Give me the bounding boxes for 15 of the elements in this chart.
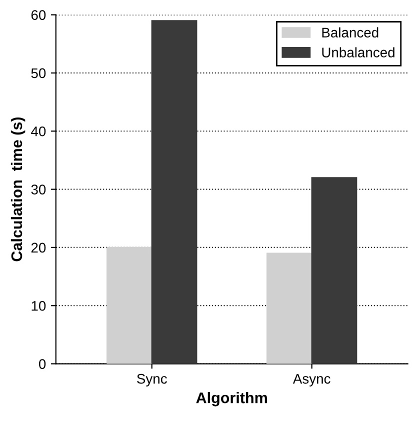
y-tick-label: 0 <box>38 359 46 369</box>
y-tick-label: 40 <box>31 126 46 136</box>
y-tick-label: 20 <box>31 242 46 253</box>
y-axis-title: Calculation time (s) <box>10 117 26 262</box>
x-axis-title: Algorithm <box>196 392 267 406</box>
bar <box>266 252 312 364</box>
x-tick-label: Sync <box>137 374 167 386</box>
legend-label: Unbalanced <box>322 47 394 58</box>
y-tick-label: 60 <box>31 10 46 20</box>
x-tick-label: Async <box>292 374 330 386</box>
y-tick-label: 10 <box>32 300 46 311</box>
legend-label: Balanced <box>322 27 378 38</box>
y-tick-label: 50 <box>31 68 46 78</box>
bar <box>106 246 152 364</box>
y-tick-label: 30 <box>31 184 46 194</box>
